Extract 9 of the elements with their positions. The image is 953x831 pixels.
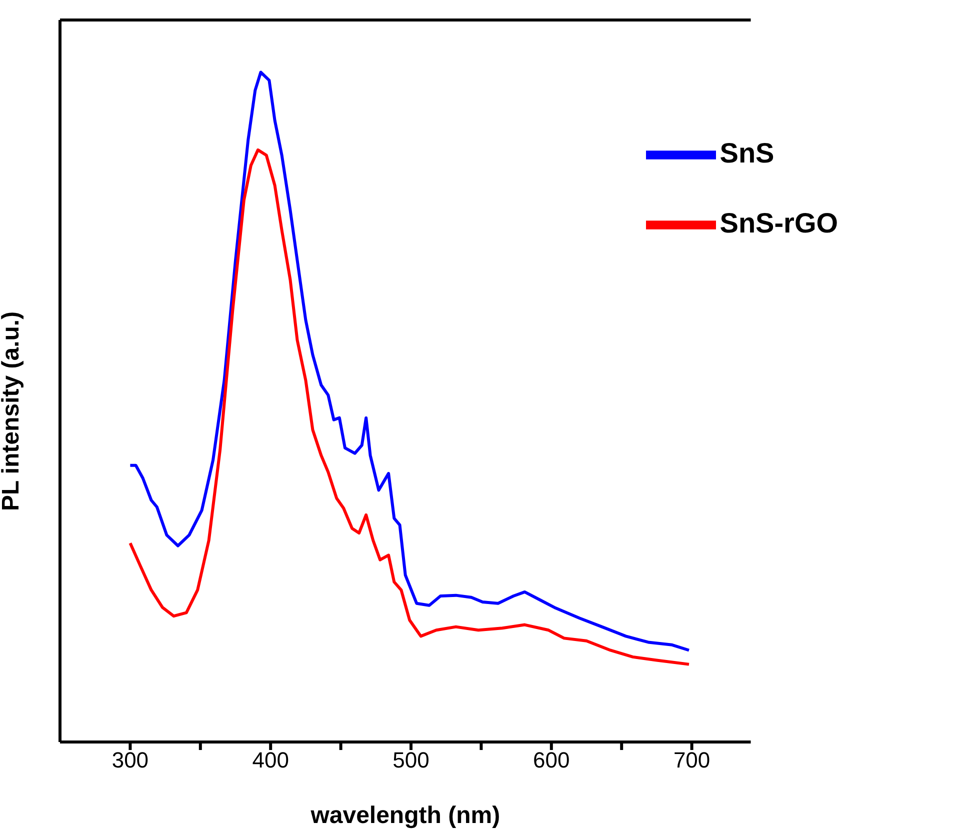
legend-label: SnS-rGO (720, 207, 838, 238)
x-axis-title: wavelength (nm) (310, 802, 500, 829)
x-tick-label: 300 (112, 748, 149, 773)
y-axis-title: PL intensity (a.u.) (0, 311, 25, 511)
x-tick-label: 600 (533, 748, 570, 773)
legend-label: SnS (720, 137, 774, 168)
x-tick-label: 500 (392, 748, 430, 773)
x-tick-label: 700 (673, 748, 710, 773)
x-tick-label: 400 (252, 748, 289, 773)
